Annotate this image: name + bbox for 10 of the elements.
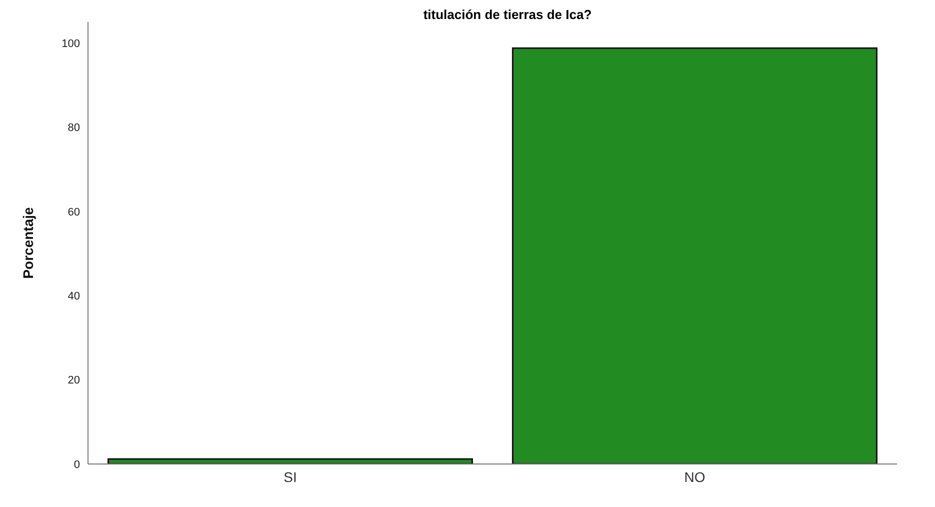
y-tick-label: 0: [74, 458, 80, 471]
x-tick-label: NO: [684, 468, 706, 485]
y-tick-label: 60: [68, 206, 80, 218]
chart-title: titulación de tierras de Ica?: [422, 7, 593, 22]
x-tick-label: SI: [284, 468, 297, 485]
y-axis-title: Porcentaje: [20, 206, 36, 279]
y-tick-label: 100: [62, 38, 80, 50]
y-tick-label: 40: [68, 290, 80, 303]
y-tick-label: 80: [68, 122, 80, 134]
y-tick-label: 20: [68, 374, 80, 387]
